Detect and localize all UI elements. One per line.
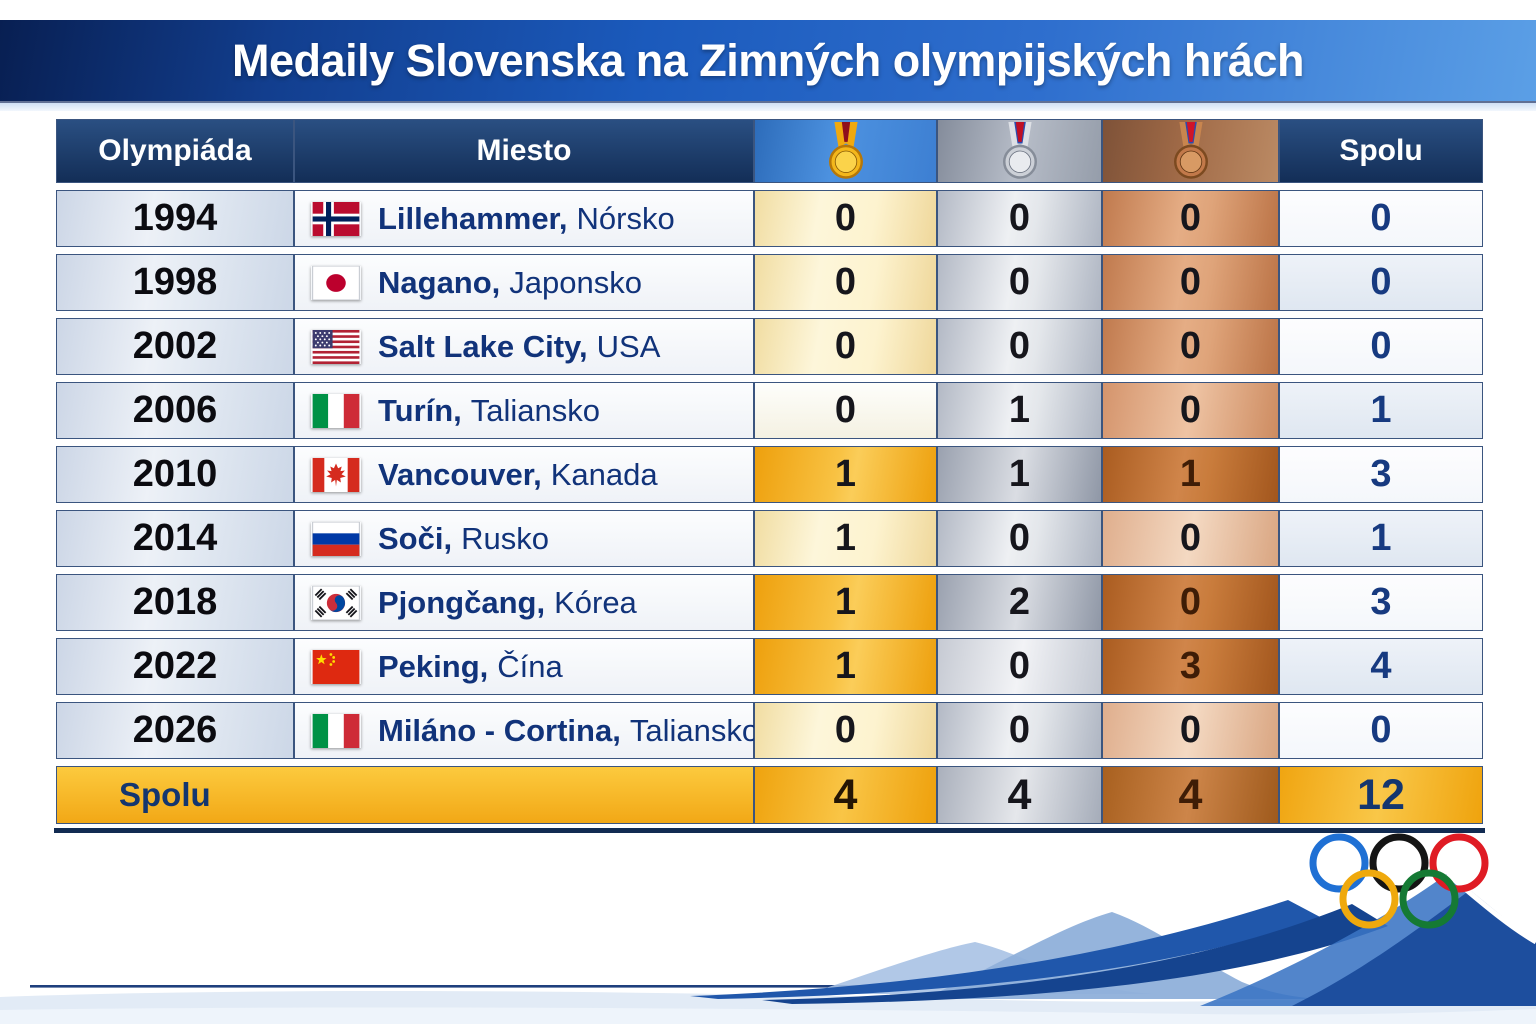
year-cell: 2002 [56,318,294,375]
place-cell: Nagano, Japonsko [294,254,754,311]
olympic-rings-icon [1309,833,1489,929]
bronze-count-cell: 1 [1102,446,1279,503]
silver-count-cell: 1 [937,382,1102,439]
row-total-cell: 0 [1279,318,1483,375]
header-place: Miesto [294,119,754,183]
place-cell: Lillehammer, Nórsko [294,190,754,247]
row-total-cell: 0 [1279,702,1483,759]
bronze-count-cell: 0 [1102,318,1279,375]
year-cell: 2006 [56,382,294,439]
gold-count-cell: 0 [754,318,937,375]
table-bottom-bar [54,828,1485,833]
row-total-cell: 3 [1279,574,1483,631]
gold-medal-icon [816,122,876,180]
banner-bottom-strip [0,103,1536,111]
gold-count-cell: 0 [754,702,937,759]
year-cell: 2026 [56,702,294,759]
row-total-cell: 4 [1279,638,1483,695]
row-total-cell: 0 [1279,254,1483,311]
total-bronze-count: 4 [1102,766,1279,824]
silver-count-cell: 0 [937,638,1102,695]
header-total: Spolu [1279,119,1483,183]
place-cell: Peking, Čína [294,638,754,695]
page-title: Medaily Slovenska na Zimných olympijskýc… [232,34,1304,86]
place-cell: Soči, Rusko [294,510,754,567]
header-gold [754,119,937,183]
gold-count-cell: 1 [754,574,937,631]
flag-norway-icon [311,201,361,236]
bronze-count-cell: 0 [1102,254,1279,311]
bronze-count-cell: 0 [1102,190,1279,247]
gold-count-cell: 1 [754,446,937,503]
row-total-cell: 0 [1279,190,1483,247]
silver-count-cell: 0 [937,510,1102,567]
gold-count-cell: 1 [754,638,937,695]
gold-count-cell: 0 [754,382,937,439]
silver-count-cell: 1 [937,446,1102,503]
year-cell: 2010 [56,446,294,503]
year-cell: 1994 [56,190,294,247]
gold-count-cell: 1 [754,510,937,567]
place-cell: Pjongčang, Kórea [294,574,754,631]
title-banner: Medaily Slovenska na Zimných olympijskýc… [0,20,1536,101]
total-gold-count: 4 [754,766,937,824]
flag-canada-icon [311,457,361,492]
flag-italy-icon [311,393,361,428]
flag-usa-icon [311,329,361,364]
year-cell: 2022 [56,638,294,695]
place-cell: Turín, Taliansko [294,382,754,439]
total-row-label: Spolu [56,766,754,824]
header-olympiad: Olympiáda [56,119,294,183]
silver-count-cell: 0 [937,190,1102,247]
place-cell: Salt Lake City, USA [294,318,754,375]
silver-count-cell: 0 [937,318,1102,375]
bronze-count-cell: 0 [1102,702,1279,759]
bronze-count-cell: 0 [1102,510,1279,567]
bronze-count-cell: 0 [1102,574,1279,631]
silver-count-cell: 0 [937,254,1102,311]
total-silver-count: 4 [937,766,1102,824]
flag-japan-icon [311,265,361,300]
row-total-cell: 1 [1279,382,1483,439]
year-cell: 2014 [56,510,294,567]
flag-china-icon [311,649,361,684]
gold-count-cell: 0 [754,190,937,247]
silver-count-cell: 0 [937,702,1102,759]
row-total-cell: 1 [1279,510,1483,567]
year-cell: 1998 [56,254,294,311]
total-overall-count: 12 [1279,766,1483,824]
silver-count-cell: 2 [937,574,1102,631]
gold-count-cell: 0 [754,254,937,311]
row-total-cell: 3 [1279,446,1483,503]
year-cell: 2018 [56,574,294,631]
bronze-medal-icon [1161,122,1221,180]
silver-medal-icon [990,122,1050,180]
medal-table: Olympiáda Miesto Spolu 1994 Lillehammer, [56,119,1483,824]
flag-russia-icon [311,521,361,556]
header-silver [937,119,1102,183]
flag-south-korea-icon [311,585,361,620]
place-cell: Miláno - Cortina, Taliansko [294,702,759,759]
bronze-count-cell: 0 [1102,382,1279,439]
header-bronze [1102,119,1279,183]
flag-italy-icon [311,713,361,748]
bronze-count-cell: 3 [1102,638,1279,695]
place-cell: Vancouver, Kanada [294,446,754,503]
